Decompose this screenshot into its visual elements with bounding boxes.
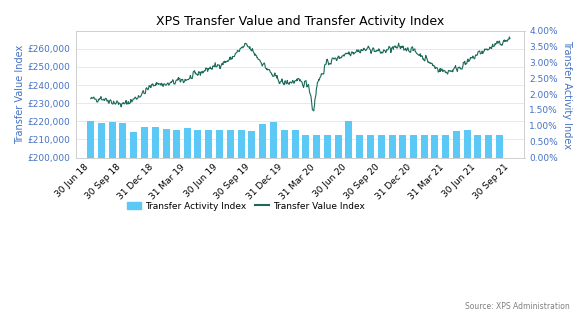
Text: Source: XPS Administration: Source: XPS Administration: [465, 302, 569, 311]
Bar: [399, 135, 406, 158]
Bar: [109, 122, 116, 158]
Bar: [431, 135, 438, 158]
Y-axis label: Transfer Activity Index: Transfer Activity Index: [562, 40, 572, 149]
Bar: [163, 129, 170, 158]
Bar: [496, 135, 503, 158]
Bar: [281, 130, 288, 158]
Bar: [270, 122, 277, 158]
Y-axis label: Transfer Value Index: Transfer Value Index: [15, 44, 25, 144]
Bar: [98, 123, 105, 158]
Bar: [485, 135, 492, 158]
Bar: [227, 130, 234, 158]
Bar: [248, 131, 255, 158]
Bar: [367, 135, 375, 158]
Bar: [205, 130, 212, 158]
Bar: [194, 130, 201, 158]
Bar: [421, 135, 429, 158]
Bar: [292, 130, 299, 158]
Bar: [259, 124, 266, 158]
Bar: [216, 130, 223, 158]
Bar: [130, 132, 137, 158]
Bar: [184, 128, 191, 158]
Bar: [389, 135, 396, 158]
Bar: [442, 135, 449, 158]
Bar: [464, 130, 471, 158]
Bar: [378, 135, 385, 158]
Bar: [152, 127, 159, 158]
Bar: [302, 135, 309, 158]
Bar: [87, 121, 94, 158]
Bar: [453, 131, 460, 158]
Bar: [173, 130, 180, 158]
Bar: [335, 135, 342, 158]
Bar: [345, 121, 352, 158]
Bar: [313, 135, 320, 158]
Title: XPS Transfer Value and Transfer Activity Index: XPS Transfer Value and Transfer Activity…: [156, 15, 444, 28]
Legend: Transfer Activity Index, Transfer Value Index: Transfer Activity Index, Transfer Value …: [123, 198, 369, 214]
Bar: [141, 127, 148, 158]
Bar: [474, 135, 481, 158]
Bar: [119, 123, 126, 158]
Bar: [238, 130, 245, 158]
Bar: [356, 135, 363, 158]
Bar: [323, 135, 330, 158]
Bar: [410, 135, 417, 158]
